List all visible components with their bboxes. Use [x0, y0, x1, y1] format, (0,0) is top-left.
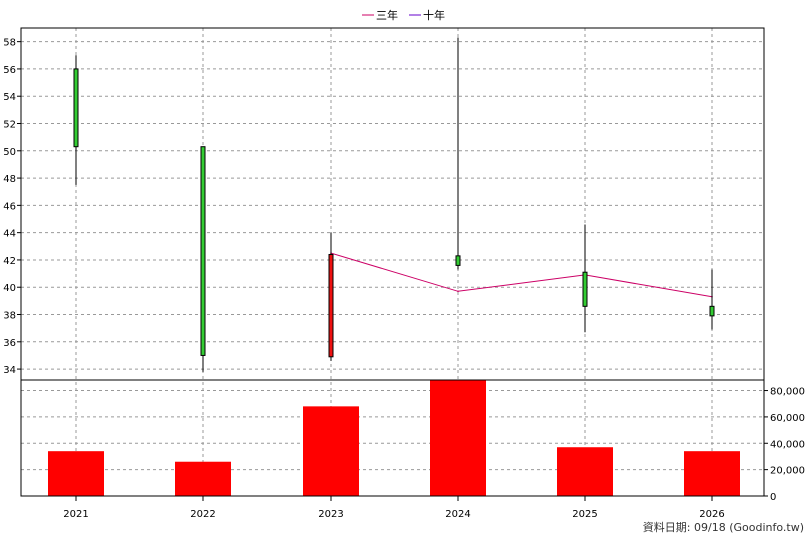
year-tick-label: 2021 — [63, 509, 88, 520]
volume-bar-2023 — [303, 406, 359, 496]
legend-three-year-label: 三年 — [376, 8, 398, 22]
legend-ten-year-label: 十年 — [423, 8, 445, 22]
price-tick-label: 48 — [3, 174, 16, 185]
volume-tick-label: 80,000 — [770, 387, 805, 398]
volume-tick-label: 20,000 — [770, 466, 805, 477]
price-grid — [21, 28, 764, 496]
three-year-point-2024 — [457, 290, 459, 293]
candle-2022 — [200, 146, 206, 372]
data-credit: 資料日期: 09/18 (Goodinfo.tw) — [643, 520, 804, 534]
candle-2023 — [328, 232, 334, 361]
price-tick-label: 56 — [3, 65, 16, 76]
three-year-line-path — [330, 252, 713, 298]
price-tick-label: 46 — [3, 201, 16, 212]
candle-2024 — [455, 37, 461, 270]
volume-axis: 80,000 60,000 40,000 20,000 0 — [764, 387, 805, 503]
year-tick-label: 2026 — [699, 509, 724, 520]
price-tick-label: 36 — [3, 338, 16, 349]
candle-body — [73, 68, 79, 148]
price-tick-label: 42 — [3, 256, 16, 267]
price-tick-label: 34 — [3, 365, 16, 376]
candle-body — [582, 271, 588, 307]
volume-bar-2024 — [430, 380, 486, 496]
candle-body — [709, 305, 715, 317]
volume-tick-label: 0 — [770, 492, 776, 503]
price-tick-label: 38 — [3, 311, 16, 322]
candlesticks — [73, 37, 715, 372]
volume-tick-label: 60,000 — [770, 413, 805, 424]
price-tick-label: 54 — [3, 92, 16, 103]
year-tick-label: 2025 — [572, 509, 597, 520]
volume-bar-2022 — [175, 461, 231, 496]
legend: 三年 十年 — [362, 8, 445, 22]
volume-panel-frame — [20, 379, 765, 497]
volume-bars — [48, 380, 740, 496]
candle-2025 — [582, 224, 588, 333]
year-tick-label: 2023 — [318, 509, 343, 520]
price-axis: 58 56 54 52 50 48 46 44 42 40 38 36 34 — [3, 38, 21, 376]
volume-tick-label: 40,000 — [770, 439, 805, 450]
volume-bar-2021 — [48, 451, 104, 496]
year-tick-label: 2024 — [445, 509, 470, 520]
price-tick-label: 50 — [3, 147, 16, 158]
price-panel-frame — [20, 27, 765, 381]
price-tick-label: 58 — [3, 38, 16, 49]
candle-body — [200, 146, 206, 356]
price-tick-label: 40 — [3, 283, 16, 294]
year-axis: 2021 2022 2023 2024 2025 2026 — [63, 496, 725, 520]
three-year-average-line — [330, 252, 713, 298]
candle-body — [328, 253, 334, 358]
volume-grid — [21, 390, 764, 471]
year-tick-label: 2022 — [190, 509, 215, 520]
volume-bar-2025 — [557, 447, 613, 496]
price-tick-label: 44 — [3, 229, 16, 240]
candle-2026 — [709, 269, 715, 330]
volume-bar-2026 — [684, 451, 740, 496]
candle-2021 — [73, 55, 79, 185]
candle-body — [455, 255, 461, 266]
price-tick-label: 52 — [3, 120, 16, 131]
